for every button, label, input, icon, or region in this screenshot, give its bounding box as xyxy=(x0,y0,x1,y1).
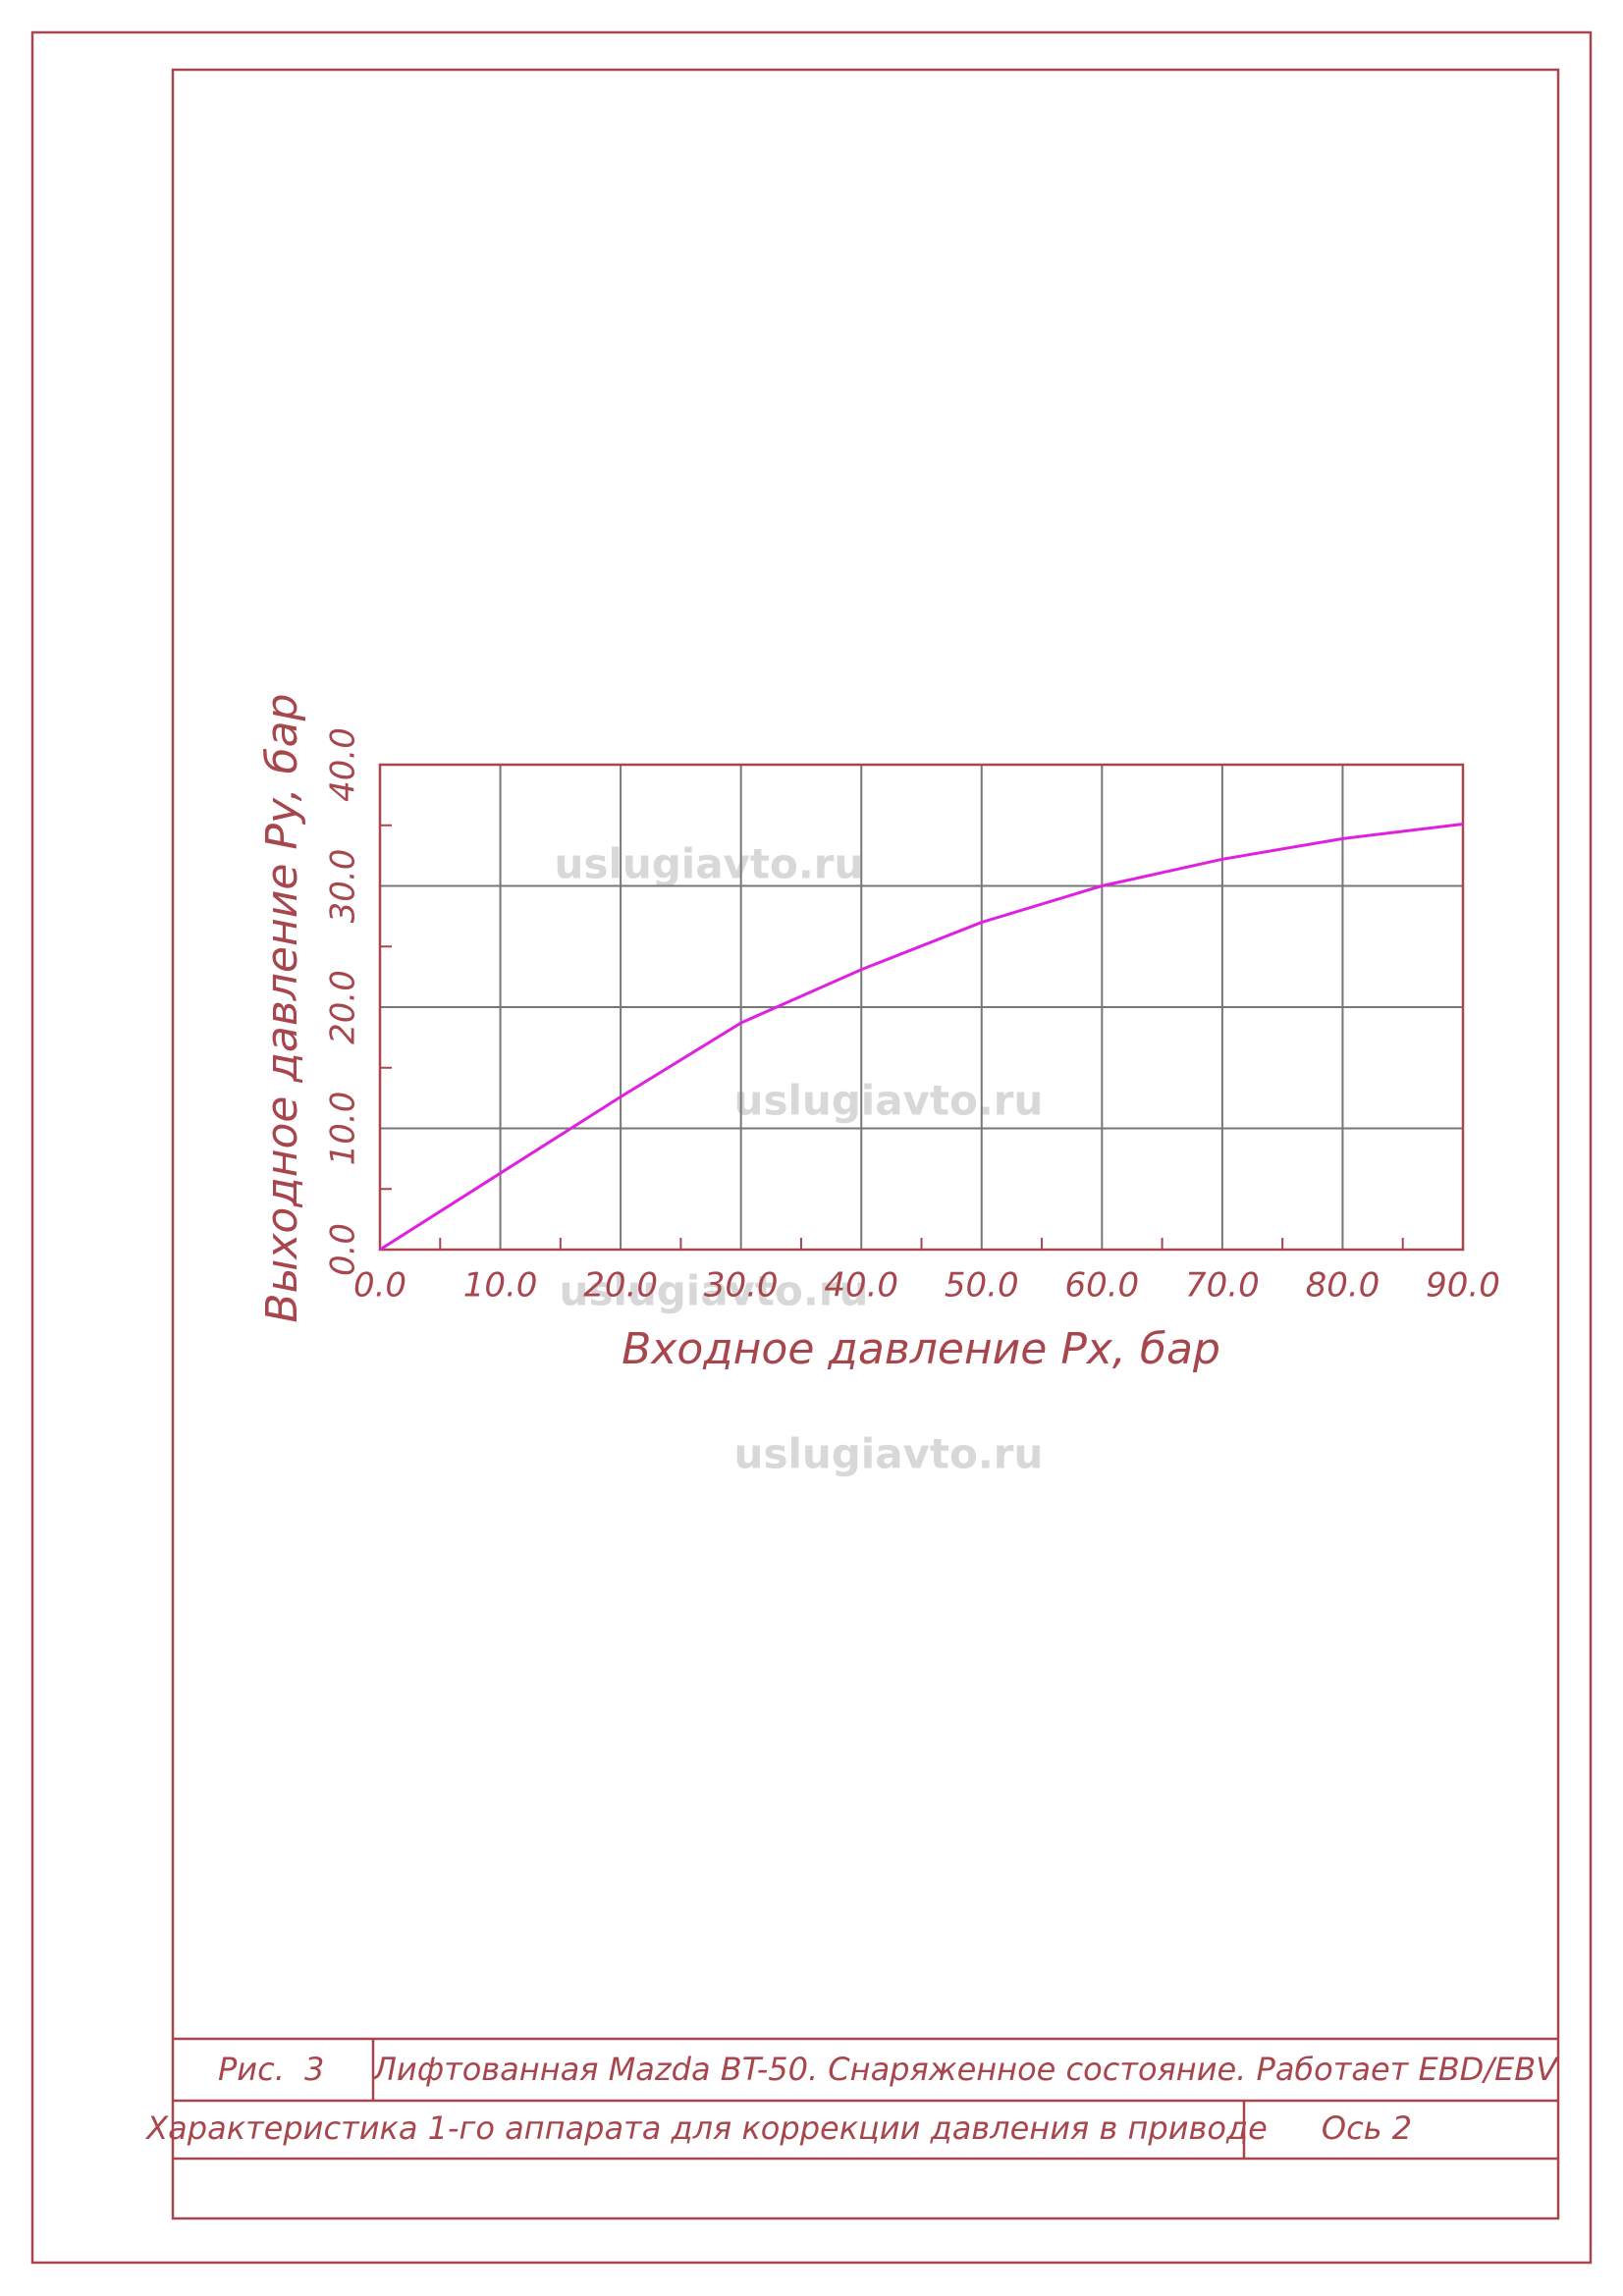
sheet-title: Лифтованная Mazda BT-50. Снаряженное сос… xyxy=(372,2051,1559,2088)
x-tick-label: 40.0 xyxy=(824,1266,898,1306)
fig-label: Рис. xyxy=(218,2051,285,2088)
x-tick-label: 0.0 xyxy=(353,1266,406,1306)
x-tick-label: 50.0 xyxy=(945,1266,1019,1306)
watermark: uslugiavto.ru xyxy=(734,1430,1044,1478)
y-axis-label: Выходное давление Py, бар xyxy=(257,693,307,1322)
y-tick-label: 30.0 xyxy=(324,849,363,924)
outer-border xyxy=(30,30,1593,2265)
sheet-subtitle: Характеристика 1-го аппарата для коррекц… xyxy=(144,2109,1268,2147)
y-tick-label: 20.0 xyxy=(324,970,363,1044)
x-tick-label: 80.0 xyxy=(1306,1266,1380,1306)
data-line xyxy=(379,823,1464,1252)
x-tick-label: 10.0 xyxy=(463,1266,538,1306)
x-tick-label: 60.0 xyxy=(1064,1266,1139,1306)
fig-number: 3 xyxy=(304,2051,324,2088)
y-tick-label: 10.0 xyxy=(324,1092,363,1166)
x-tick-label: 30.0 xyxy=(704,1266,779,1306)
watermark: uslugiavto.ru xyxy=(560,1267,869,1315)
title-block: Рис. 3 Лифтованная Mazda BT-50. Снаряжен… xyxy=(144,2037,1559,2161)
watermark: uslugiavto.ru xyxy=(734,1077,1044,1125)
x-axis-label: Входное давление Px, бар xyxy=(622,1324,1220,1374)
plot-frame xyxy=(378,763,1465,1252)
x-tick-label: 70.0 xyxy=(1185,1266,1260,1306)
x-tick-label: 90.0 xyxy=(1426,1266,1500,1306)
inner-frame xyxy=(171,68,1560,2220)
y-tick-label: 0.0 xyxy=(324,1223,363,1276)
y-tick-label: 40.0 xyxy=(324,727,363,802)
axle-label: Ось 2 xyxy=(1322,2109,1412,2147)
x-tick-label: 20.0 xyxy=(583,1266,658,1306)
watermark: uslugiavto.ru xyxy=(555,840,864,888)
